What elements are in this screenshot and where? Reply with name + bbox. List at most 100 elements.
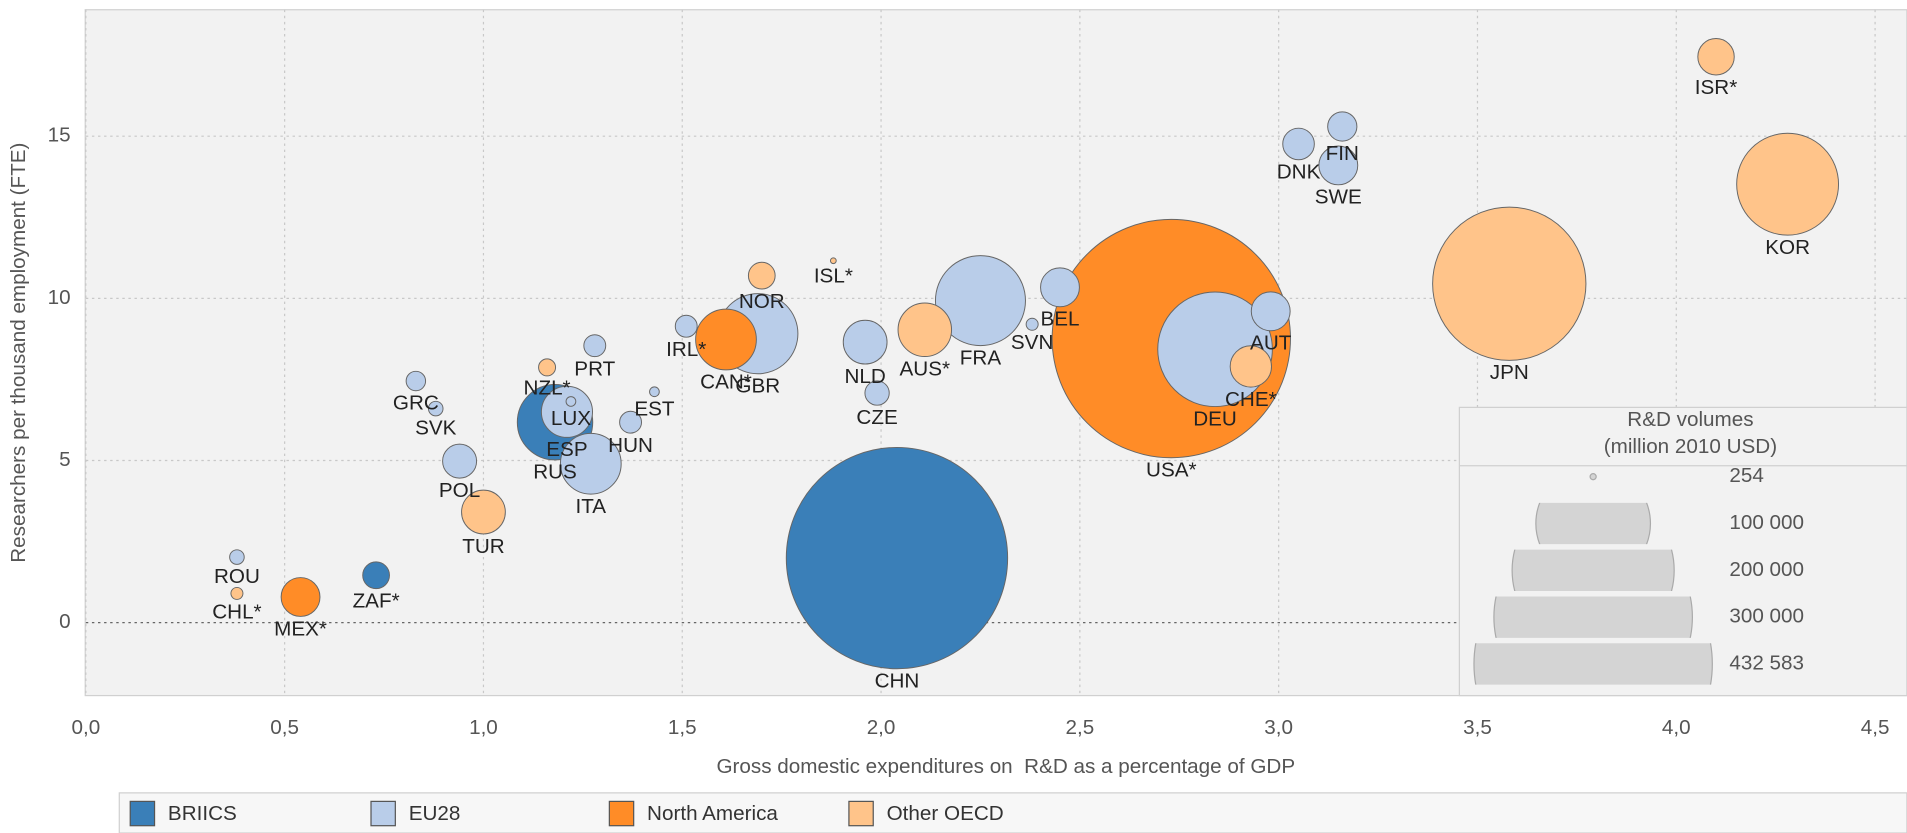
legend-swatch	[848, 800, 874, 827]
bubble-label: POL	[439, 479, 480, 502]
bubble	[362, 561, 390, 590]
bubble	[829, 257, 837, 265]
x-tick-label: 4,5	[1861, 716, 1890, 739]
legend-label: Other OECD	[887, 802, 1004, 825]
bubble-label: AUS*	[900, 357, 951, 380]
bubble-label: CAN*	[700, 371, 752, 394]
bubble-label: TUR	[462, 535, 504, 558]
bubble-label: ISL*	[814, 264, 853, 287]
bubble	[442, 443, 478, 479]
bubble-labels: USA* CHN JPN DEU KOR FRA GBR RUS ITA CAN* AUS* ESP N…	[212, 76, 1810, 693]
bubble-label: NOR	[739, 290, 785, 313]
bubble	[1229, 345, 1272, 388]
bubble	[230, 586, 244, 600]
bubble-label: USA*	[1146, 459, 1197, 482]
x-tick-label: 0,0	[71, 716, 100, 739]
bubble-label: ESP	[546, 438, 587, 461]
bubble	[747, 261, 776, 290]
bubble-label: ISR*	[1695, 76, 1737, 99]
bubble	[1282, 127, 1315, 161]
bubbles	[229, 38, 1840, 670]
bubble-label: NZL*	[524, 377, 571, 400]
bubble	[1327, 111, 1358, 142]
bubble-label: CZE	[856, 406, 897, 429]
size-legend-label: 254	[1729, 464, 1763, 487]
x-tick-label: 2,0	[867, 716, 896, 739]
x-tick-label: 1,5	[668, 716, 697, 739]
bubble-label: NLD	[844, 365, 885, 388]
bubble-label: ROU	[214, 565, 260, 588]
bubble	[897, 302, 953, 358]
bubble-label: GRC	[393, 392, 439, 415]
bubble-label: JPN	[1490, 361, 1529, 384]
bubble-label: ZAF*	[353, 589, 400, 612]
bubble-label: FRA	[960, 346, 1002, 369]
bubble	[559, 432, 622, 495]
x-tick-label: 2,5	[1066, 716, 1095, 739]
bubble-label: SVK	[415, 417, 457, 440]
size-legend-bubble	[1511, 549, 1675, 592]
bubble	[1697, 38, 1735, 76]
x-tick-label: 0,5	[270, 716, 299, 739]
bubble-label: BEL	[1040, 308, 1079, 331]
bubble	[674, 314, 698, 338]
bubble-label: IRL*	[666, 338, 706, 361]
bubble	[461, 489, 506, 535]
bubble	[695, 308, 757, 371]
size-legend-bubble	[1493, 596, 1693, 638]
legend-box	[118, 792, 1907, 833]
bubble-label: AUT	[1250, 332, 1292, 355]
bubble	[619, 410, 642, 434]
x-tick-label: 3,0	[1264, 716, 1293, 739]
x-tick-label: 1,0	[469, 716, 498, 739]
bubble	[583, 334, 607, 358]
bubble	[785, 446, 1009, 670]
size-legend-title: R&D volumes	[1627, 408, 1753, 431]
bubble	[565, 396, 577, 407]
bubble-label: LUX	[551, 407, 591, 430]
legend-label: BRIICS	[168, 802, 237, 825]
legend-swatch	[129, 800, 156, 827]
bubble	[540, 385, 593, 438]
bubble-label: CHE*	[1225, 388, 1277, 411]
size-legend-title: (million 2010 USD)	[1604, 435, 1777, 458]
bubble-label: CHL*	[212, 600, 261, 623]
legend-label: North America	[647, 802, 778, 825]
bubble-label: KOR	[1765, 236, 1810, 259]
bubble-label: DEU	[1193, 407, 1237, 430]
size-legend-label: 200 000	[1729, 558, 1804, 581]
bubble	[280, 577, 321, 617]
bubble-label: MEX*	[274, 617, 327, 640]
y-axis-title: Researchers per thousand employment (FTE…	[7, 143, 30, 563]
legend-swatch	[608, 800, 635, 827]
x-tick-label: 4,0	[1662, 716, 1691, 739]
bubble	[427, 400, 444, 417]
bubble	[229, 549, 245, 565]
bubble-label: PRT	[574, 357, 615, 380]
size-legend-bubble	[1589, 473, 1597, 481]
size-legend-bubble	[1535, 502, 1652, 545]
bubble	[1318, 145, 1359, 186]
bubble-label: CHN	[875, 670, 920, 693]
bubble	[538, 358, 557, 377]
bubble	[842, 319, 888, 365]
y-tick-label: 5	[59, 448, 71, 471]
legend-label: EU28	[409, 802, 461, 825]
bubble	[1250, 291, 1291, 332]
bubble	[405, 370, 427, 392]
x-axis-title: Gross domestic expenditures on R&D as a …	[716, 755, 1295, 778]
bubble	[864, 380, 890, 406]
size-legend-bubble	[1473, 643, 1713, 685]
y-tick-label: 0	[59, 610, 71, 633]
bubble	[1736, 132, 1840, 236]
x-tick-label: 3,5	[1463, 716, 1492, 739]
size-legend-label: 300 000	[1729, 605, 1804, 628]
bubble-label: HUN	[608, 434, 653, 457]
bubble-label: EST	[634, 397, 675, 420]
bubble-label: SVN	[1011, 331, 1053, 354]
bubble	[1025, 317, 1039, 331]
bubble	[1040, 267, 1080, 308]
bubble	[1432, 206, 1587, 361]
